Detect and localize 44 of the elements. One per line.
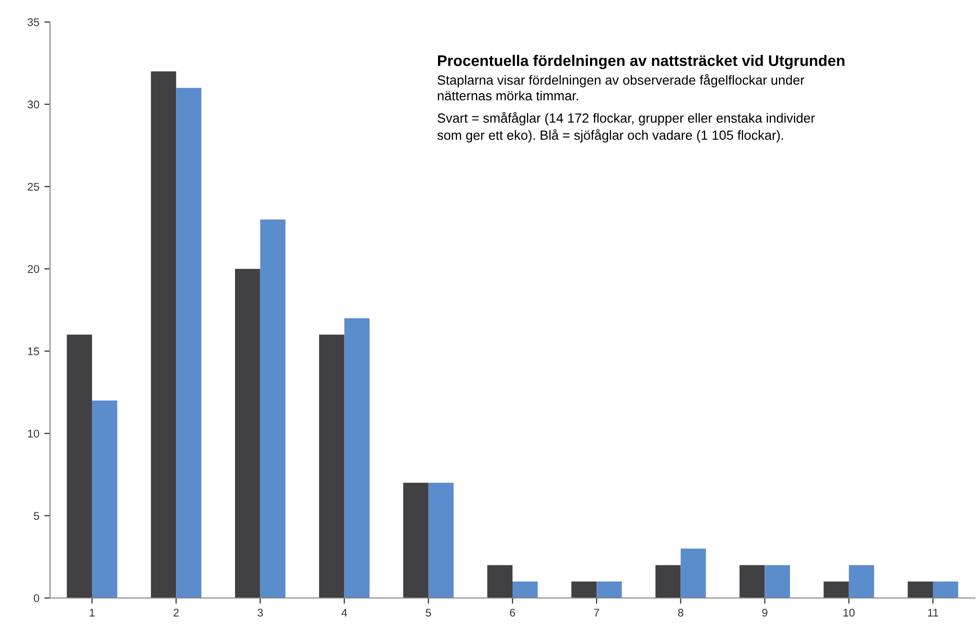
- x-tick-label: 9: [762, 608, 768, 617]
- bar: [848, 565, 874, 598]
- x-tick-label: 4: [341, 608, 348, 616]
- bar: [824, 582, 849, 598]
- bar: [150, 71, 176, 598]
- y-tick-label: 10: [28, 430, 40, 438]
- bar: [932, 582, 958, 598]
- y-tick-label: 20: [28, 265, 40, 273]
- bar: [908, 582, 933, 598]
- y-tick-label: 30: [28, 100, 40, 108]
- bar: [176, 88, 202, 598]
- x-tick-label: 1: [90, 608, 95, 616]
- x-tick-label: 8: [678, 608, 684, 617]
- y-tick-label: 35: [28, 18, 40, 26]
- bar: [512, 582, 538, 598]
- text: Procentuella fördelningen av nattsträcket vid Utgrunden: [438, 54, 844, 70]
- y-tick-label: 15: [28, 348, 40, 356]
- bar: [740, 565, 765, 598]
- bar: [428, 482, 454, 598]
- bar: [235, 268, 260, 598]
- bar: [680, 548, 706, 598]
- bar: [596, 582, 622, 598]
- x-tick-label: 7: [594, 608, 600, 616]
- y-tick-label: 0: [34, 594, 40, 602]
- bar: [66, 334, 92, 598]
- bar: [487, 565, 512, 598]
- x-tick-label: 6: [510, 608, 516, 617]
- annotation: Svart = småfåglar (14 172 flockar, grupper eller enstaka individer som ger ett eko). Blå = sjöfåglar och vadare (1 105 flockar).: [437, 112, 815, 142]
- bar: [92, 400, 118, 598]
- bar: [403, 482, 428, 598]
- x-tick-label: 11: [928, 608, 938, 616]
- bar: [319, 334, 344, 598]
- bar: [655, 565, 681, 598]
- bar: [571, 582, 597, 598]
- y-tick-label: 5: [34, 512, 40, 520]
- bar: [260, 219, 286, 598]
- bar: [764, 565, 790, 598]
- x-tick-label: 5: [426, 608, 432, 617]
- text: Staplarna visar fördelningen av observerade fågelflockar under nätternas mörka timmar.: [438, 74, 804, 100]
- y-tick-label: 25: [28, 182, 40, 191]
- x-tick-label: 2: [174, 608, 179, 616]
- bar: [344, 318, 370, 598]
- x-tick-label: 3: [258, 608, 263, 617]
- x-tick-label: 10: [844, 608, 855, 617]
